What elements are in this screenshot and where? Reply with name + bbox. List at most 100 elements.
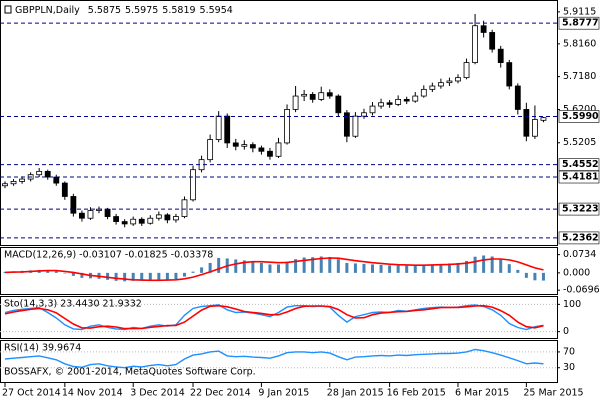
level-label: 5.4181: [562, 172, 599, 183]
histogram-bar: [165, 272, 169, 280]
histogram-bar: [490, 256, 494, 273]
histogram-bar: [465, 260, 469, 273]
candle-body: [446, 80, 453, 84]
histogram-bar: [123, 272, 127, 282]
candle-body: [326, 92, 333, 97]
candle-body: [497, 48, 504, 63]
candle-body: [104, 208, 111, 217]
histogram-bar: [447, 263, 451, 273]
histogram-bar: [541, 272, 545, 281]
level-label: 5.3223: [562, 204, 599, 215]
candle-body: [267, 150, 273, 157]
candle-body: [70, 196, 77, 214]
histogram-bar: [131, 272, 135, 281]
y-tick-label: -0.06969: [563, 285, 600, 296]
candle-body: [36, 170, 43, 176]
x-tick-label: 3 Dec 2014: [130, 388, 185, 399]
level-label: 5.8777: [562, 18, 599, 29]
candle-body: [361, 112, 367, 117]
x-tick-label: 14 Nov 2014: [62, 388, 123, 399]
candle-body: [335, 95, 342, 114]
close-value: 5.5954: [200, 5, 233, 16]
copyright-footer: BOSSAFX, © 2001-2014, MetaQuotes Softwar…: [4, 367, 256, 378]
level-label: 5.2362: [562, 232, 599, 243]
candle-body: [241, 144, 248, 147]
candle-body: [44, 170, 51, 178]
y-tick-label: 100: [563, 299, 581, 310]
histogram-bar: [473, 256, 477, 273]
y-tick-label: 5.6200: [563, 104, 596, 115]
candle-body: [155, 214, 162, 219]
histogram-bar: [516, 269, 520, 273]
candle-body: [19, 178, 25, 182]
candle-body: [53, 176, 60, 184]
candle-body: [352, 115, 359, 137]
histogram-bar: [482, 255, 486, 273]
histogram-bar: [157, 272, 161, 280]
candle-body: [232, 142, 239, 147]
histogram-bar: [302, 257, 306, 273]
candle-body: [79, 212, 85, 219]
candle-body: [343, 112, 350, 137]
price-panel: [0, 0, 558, 246]
level-label-box: [558, 158, 600, 171]
histogram-bar: [277, 264, 280, 273]
histogram-bar: [524, 272, 528, 278]
histogram-bar: [507, 264, 511, 273]
histogram-bar: [336, 259, 340, 273]
candle-body: [395, 99, 402, 105]
histogram-bar: [174, 272, 178, 280]
candle-body: [429, 85, 436, 90]
histogram-bar: [439, 263, 443, 273]
candle-body: [113, 216, 120, 222]
candle-body: [207, 139, 214, 161]
histogram-bar: [285, 261, 289, 273]
candle-body: [506, 62, 513, 87]
histogram-bar: [353, 263, 357, 273]
histogram-bar: [71, 272, 75, 276]
level-label-box: [558, 170, 600, 184]
candle-body: [480, 25, 487, 33]
y-tick-label: 70: [563, 346, 575, 357]
histogram-bar: [456, 262, 460, 273]
level-label-box: [558, 231, 600, 245]
candle-body: [378, 102, 384, 107]
candle-body: [258, 147, 265, 152]
y-tick-label: 30: [563, 362, 575, 373]
candle-body: [420, 88, 427, 97]
candle-body: [215, 115, 222, 140]
histogram-bar: [148, 272, 152, 281]
histogram-bar: [499, 259, 503, 273]
chart-header: GBPPLN,Daily 5.5875 5.5975 5.5819 5.5954: [15, 5, 233, 16]
histogram-bar: [388, 265, 392, 273]
candle-body: [412, 95, 419, 102]
y-tick-label: 5.8160: [563, 38, 596, 49]
candle-body: [130, 218, 137, 225]
candle-body: [455, 77, 461, 82]
candle-body: [540, 117, 547, 121]
candle-body: [164, 214, 171, 221]
candle-body: [275, 142, 282, 157]
y-tick-label: 0: [563, 326, 569, 337]
histogram-bar: [328, 256, 332, 273]
candle-body: [284, 109, 290, 144]
candle-body: [61, 182, 68, 197]
indicator-line: [4, 348, 544, 369]
candle-body: [386, 102, 393, 105]
indicator-panel: [0, 340, 558, 383]
candle-body: [318, 92, 325, 100]
histogram-bar: [46, 270, 50, 273]
histogram-bar: [182, 272, 186, 277]
candle-body: [249, 144, 256, 149]
candle-body: [309, 93, 316, 100]
candle-body: [147, 217, 154, 224]
candle-body: [121, 221, 128, 225]
open-value: 5.5875: [88, 5, 121, 16]
high-value: 5.5975: [125, 5, 158, 16]
candle-body: [181, 199, 188, 217]
candle-body: [301, 93, 308, 97]
histogram-bar: [311, 257, 315, 273]
histogram-bar: [533, 272, 537, 281]
